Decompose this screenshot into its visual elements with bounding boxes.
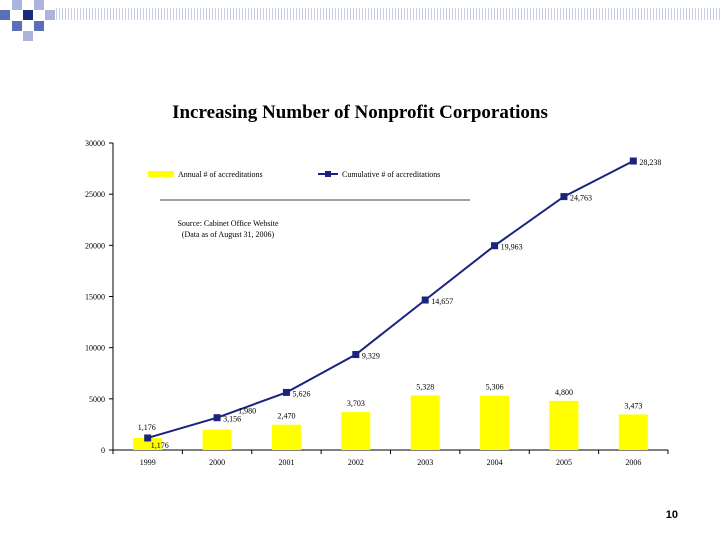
x-tick-label: 2003: [417, 458, 433, 467]
slide-title: Increasing Number of Nonprofit Corporati…: [172, 102, 548, 123]
decor-square: [12, 21, 22, 31]
bar: [618, 414, 648, 450]
legend-swatch-marker: [325, 171, 331, 177]
header-rule: [56, 8, 720, 20]
decor-square: [34, 21, 44, 31]
line-point: [144, 434, 152, 442]
bar: [271, 424, 301, 450]
bar-data-label: 4,800: [555, 388, 573, 397]
line-data-label: 24,763: [570, 194, 592, 203]
line-data-label: 14,657: [431, 297, 453, 306]
bar-data-label: 1,980: [238, 407, 256, 416]
y-tick-label: 25000: [85, 190, 105, 199]
y-tick-label: 10000: [85, 344, 105, 353]
bar-data-label: 2,470: [277, 412, 295, 421]
x-tick-label: 2005: [556, 458, 572, 467]
legend-label-cumulative: Cumulative # of accreditations: [342, 170, 440, 179]
bar: [341, 412, 371, 450]
line-point: [421, 296, 429, 304]
page-number: 10: [665, 509, 678, 521]
line-data-label: 19,963: [501, 243, 523, 252]
cumulative-line: [147, 160, 634, 439]
line-data-label: 9,329: [362, 352, 380, 361]
bar: [202, 429, 232, 450]
x-tick-label: 2002: [348, 458, 364, 467]
legend-label-annual: Annual # of accreditations: [178, 170, 263, 179]
bar-data-label: 3,703: [347, 399, 365, 408]
y-tick-label: 15000: [85, 293, 105, 302]
line-point: [213, 414, 221, 422]
y-tick-label: 30000: [85, 139, 105, 148]
y-tick-label: 20000: [85, 241, 105, 250]
x-tick-label: 2000: [209, 458, 225, 467]
bar-data-label: 5,328: [416, 382, 434, 391]
decor-square: [23, 31, 33, 41]
source-note: (Data as of August 31, 2006): [182, 230, 275, 239]
bar-data-label: 5,306: [486, 383, 504, 392]
decor-square: [45, 10, 55, 20]
legend-swatch-bar: [148, 171, 174, 177]
bar-data-label: 3,473: [624, 401, 642, 410]
line-point: [560, 193, 568, 201]
bar: [549, 400, 579, 450]
x-tick-label: 2004: [487, 458, 503, 467]
bar: [480, 395, 510, 450]
bar-data-label: 1,176: [151, 441, 169, 450]
corner-decoration: [0, 0, 720, 41]
line-data-label: 5,626: [292, 389, 310, 398]
line-point: [629, 157, 637, 165]
line-point: [491, 242, 499, 250]
y-tick-label: 5000: [89, 395, 105, 404]
line-data-label: 3,156: [223, 415, 241, 424]
y-tick-label: 0: [101, 446, 105, 455]
bar: [410, 395, 440, 450]
line-point: [282, 388, 290, 396]
source-note: Source: Cabinet Office Website: [177, 219, 278, 228]
line-data-label: 28,238: [639, 158, 661, 167]
decor-square: [34, 0, 44, 10]
bar: [133, 437, 163, 450]
decor-square: [12, 0, 22, 10]
line-data-label: 1,176: [138, 423, 156, 432]
x-tick-label: 1999: [140, 458, 156, 467]
decor-square: [0, 10, 10, 20]
x-tick-label: 2001: [278, 458, 294, 467]
x-tick-label: 2006: [625, 458, 641, 467]
line-point: [352, 351, 360, 359]
plot-area: 0 5000 10000 15000 20000 25000 30000 1999 2000 20…: [85, 139, 669, 467]
decor-square: [23, 10, 33, 20]
